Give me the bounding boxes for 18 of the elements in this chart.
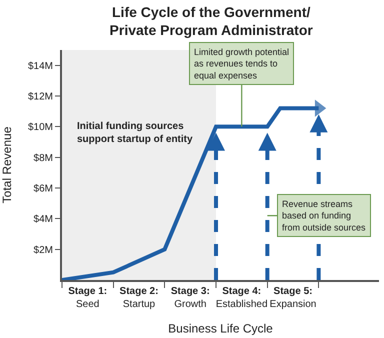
annotation: Limited growth potential as revenues tends to equal expenses	[194, 47, 290, 80]
y-tick-label: $12M	[28, 92, 53, 102]
x-tick-label: Stage 1: Seed	[68, 286, 108, 310]
x-tick-label: Stage 5: Expansion	[270, 286, 316, 310]
y-tick-label: $14M	[28, 60, 53, 72]
y-axis-title: Total Revenue	[0, 126, 14, 204]
y-tick-label: $2M	[34, 244, 53, 256]
x-tick-label: Stage 3: Growth	[170, 286, 210, 310]
y-tick-label: $10M	[28, 122, 53, 134]
annotation: Revenue streams based on funding from outside sources	[282, 199, 366, 232]
x-tick-label: Stage 2: Startup	[120, 286, 158, 310]
x-tick-label: Stage 4: Established	[216, 286, 268, 310]
chart-title: Life Cycle of the Government/ Private Program Administrator	[110, 4, 314, 38]
annotation: Initial funding sources support startup of entity	[77, 121, 193, 145]
y-tick-label: $6M	[34, 184, 53, 194]
y-tick-label: $4M	[34, 214, 53, 226]
y-tick-label: $8M	[34, 152, 53, 164]
x-axis-title: Business Life Cycle	[168, 321, 274, 336]
